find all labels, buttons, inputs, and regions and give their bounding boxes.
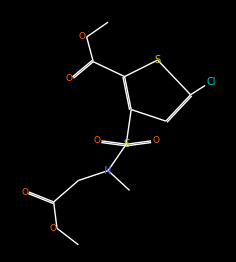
Text: O: O [49,224,56,233]
Text: O: O [66,74,73,83]
Text: O: O [152,137,160,145]
Text: S: S [155,55,161,65]
Text: N: N [104,166,112,176]
Text: Cl: Cl [206,77,216,87]
Text: O: O [93,137,100,145]
Text: O: O [79,32,86,41]
Text: S: S [123,139,130,149]
Text: O: O [21,188,28,196]
